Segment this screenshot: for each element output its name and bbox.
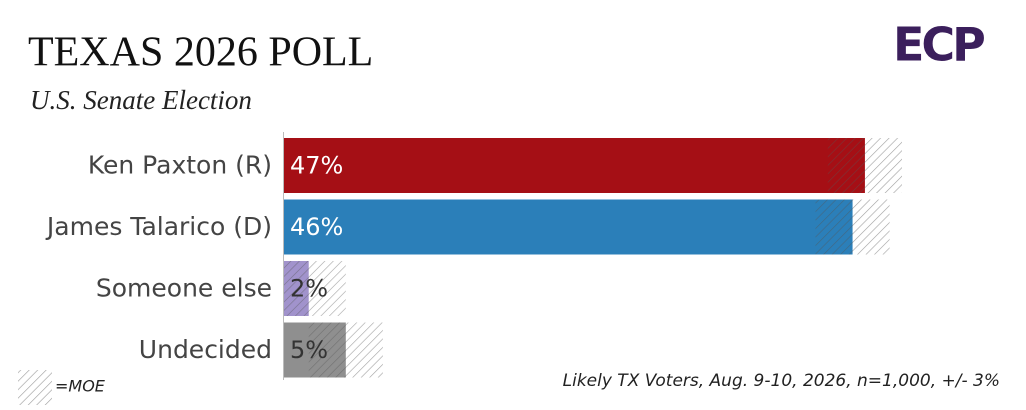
- logo: ECP: [893, 18, 984, 72]
- y-tick-label: Someone else: [96, 274, 272, 303]
- moe-band: [308, 322, 383, 378]
- moe-band: [284, 261, 346, 316]
- legend-label: =MOE: [55, 377, 106, 396]
- note: Likely TX Voters, Aug. 9-10, 2026, n=1,0…: [563, 371, 1000, 391]
- value-label: 2%: [290, 275, 328, 303]
- legend-swatch: [18, 370, 52, 405]
- moe-band: [815, 199, 890, 255]
- chart-title: TEXAS 2026 POLL: [28, 30, 373, 76]
- bar: [284, 199, 853, 255]
- moe-band: [827, 138, 902, 193]
- bar: [284, 138, 865, 193]
- y-tick-label: Ken Paxton (R): [88, 151, 272, 180]
- y-tick-label: James Talarico (D): [45, 212, 272, 241]
- chart-subtitle: U.S. Senate Election: [30, 85, 252, 115]
- value-label: 47%: [290, 152, 343, 180]
- value-label: 5%: [290, 336, 328, 364]
- y-tick-label: Undecided: [139, 335, 272, 364]
- value-label: 46%: [290, 213, 343, 241]
